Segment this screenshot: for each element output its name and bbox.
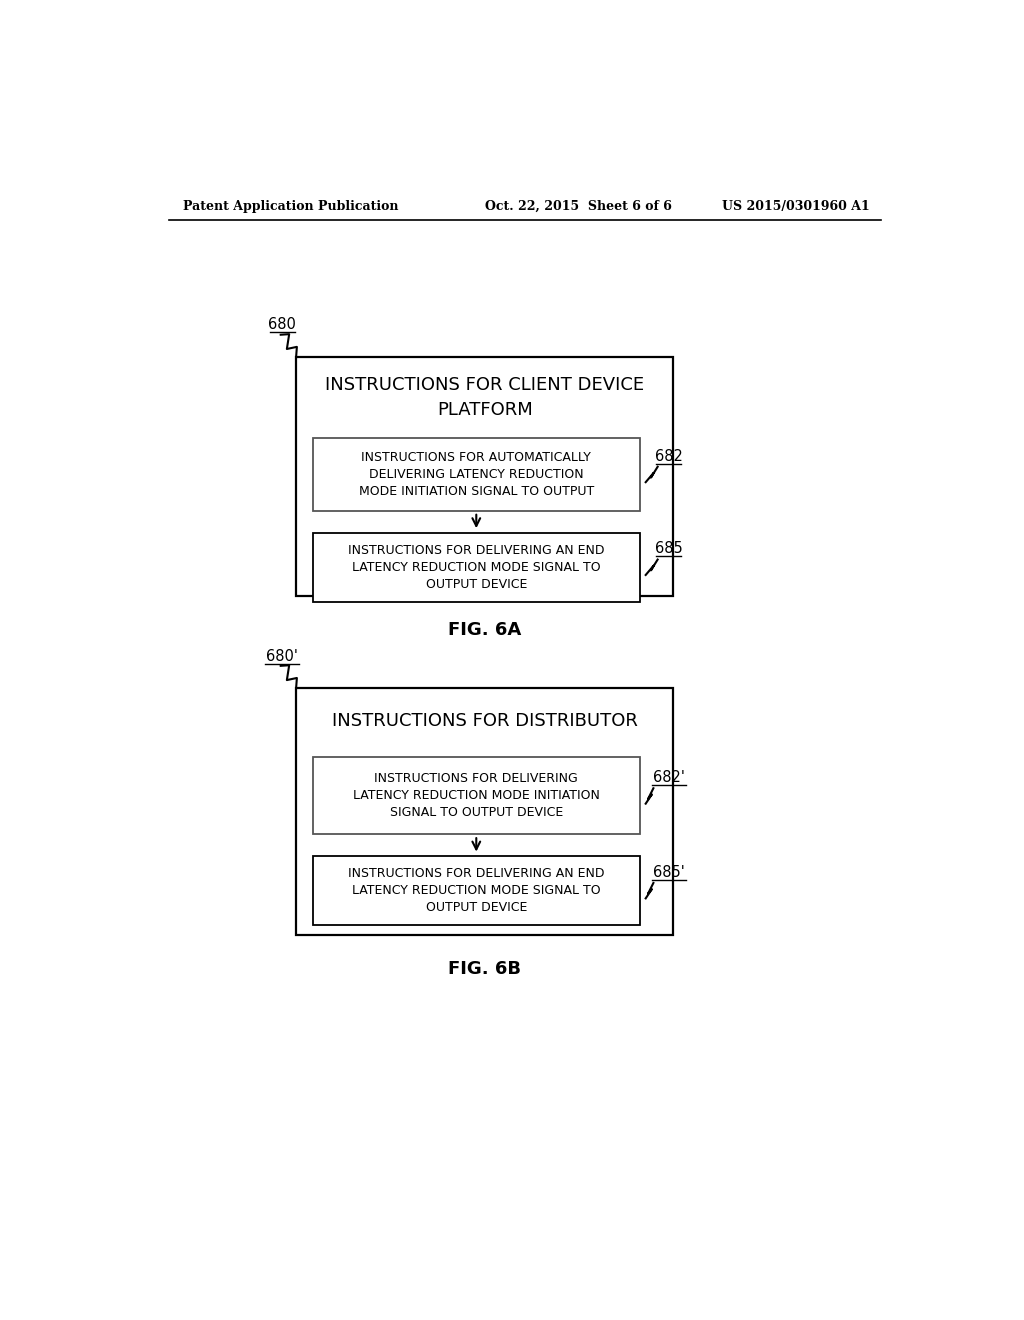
Text: INSTRUCTIONS FOR DELIVERING
LATENCY REDUCTION MODE INITIATION
SIGNAL TO OUTPUT D: INSTRUCTIONS FOR DELIVERING LATENCY REDU… [353, 772, 600, 820]
Text: INSTRUCTIONS FOR DELIVERING AN END
LATENCY REDUCTION MODE SIGNAL TO
OUTPUT DEVIC: INSTRUCTIONS FOR DELIVERING AN END LATEN… [348, 867, 604, 915]
Bar [313, 855, 640, 925]
Text: 682': 682' [653, 770, 685, 785]
Bar [313, 533, 640, 602]
Text: 680: 680 [268, 317, 296, 333]
Text: Patent Application Publication: Patent Application Publication [183, 199, 398, 213]
Text: INSTRUCTIONS FOR AUTOMATICALLY
DELIVERING LATENCY REDUCTION
MODE INITIATION SIGN: INSTRUCTIONS FOR AUTOMATICALLY DELIVERIN… [358, 451, 594, 498]
Text: 682: 682 [655, 449, 683, 463]
Text: FIG. 6A: FIG. 6A [449, 622, 521, 639]
Text: 680': 680' [266, 648, 298, 664]
Text: 685': 685' [653, 865, 685, 880]
Text: 685: 685 [655, 541, 683, 557]
Text: US 2015/0301960 A1: US 2015/0301960 A1 [722, 199, 869, 213]
Text: FIG. 6B: FIG. 6B [449, 960, 521, 978]
Bar [313, 438, 640, 511]
Bar [313, 758, 640, 834]
Bar [296, 688, 674, 935]
Text: Oct. 22, 2015  Sheet 6 of 6: Oct. 22, 2015 Sheet 6 of 6 [484, 199, 672, 213]
Text: INSTRUCTIONS FOR DELIVERING AN END
LATENCY REDUCTION MODE SIGNAL TO
OUTPUT DEVIC: INSTRUCTIONS FOR DELIVERING AN END LATEN… [348, 544, 604, 591]
Bar [296, 358, 674, 595]
Text: INSTRUCTIONS FOR CLIENT DEVICE
PLATFORM: INSTRUCTIONS FOR CLIENT DEVICE PLATFORM [326, 376, 644, 418]
Text: INSTRUCTIONS FOR DISTRIBUTOR: INSTRUCTIONS FOR DISTRIBUTOR [332, 711, 638, 730]
